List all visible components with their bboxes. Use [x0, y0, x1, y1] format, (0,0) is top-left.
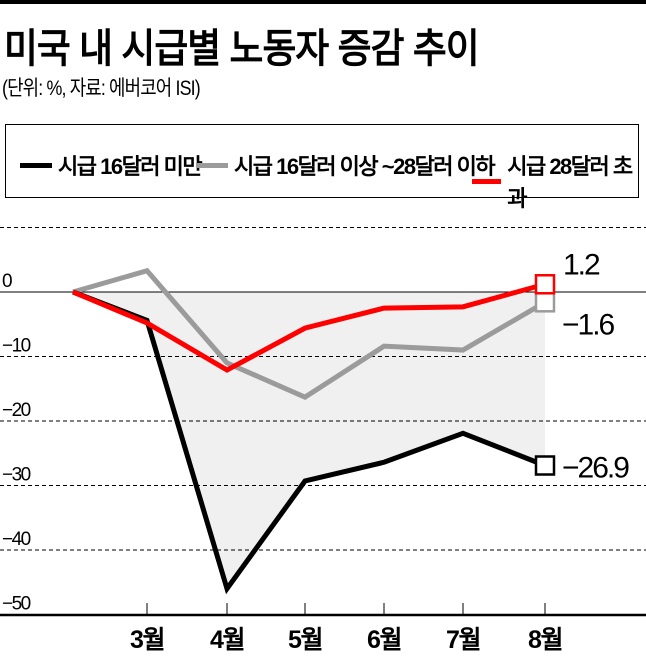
chart-title: 미국 내 시급별 노동자 증감 추이 [4, 27, 480, 71]
y-tick-label: −20 [2, 400, 31, 421]
chart-subtitle: (단위: %, 자료: 에버코어 ISI) [2, 77, 201, 100]
y-tick-label: 0 [2, 271, 12, 292]
legend-item-16-to-28: 시급 16달러 이상 ~28달러 이하 [196, 149, 496, 181]
y-tick-label: −10 [2, 336, 31, 357]
x-tick-label: 7월 [446, 626, 480, 654]
x-tick-label: 6월 [367, 626, 401, 654]
legend-swatch [20, 162, 52, 168]
x-tick-label: 4월 [210, 626, 244, 654]
legend: 시급 16달러 미만 시급 16달러 이상 ~28달러 이하 시급 28달러 초… [5, 124, 639, 211]
x-tick-label: 8월 [528, 626, 562, 654]
x-tick-label: 5월 [288, 626, 322, 654]
shaded-area [73, 292, 545, 589]
y-tick-label: −30 [2, 465, 31, 486]
end-marker [534, 274, 556, 295]
end-value-label: −26.9 [562, 452, 629, 485]
legend-item-over-28: 시급 28달러 초과 [472, 149, 638, 213]
end-value-label: −1.6 [562, 308, 615, 341]
x-tick-label: 3월 [130, 626, 164, 654]
legend-swatch [196, 162, 228, 168]
y-tick-label: −40 [2, 529, 31, 550]
series-line [72, 267, 547, 400]
legend-swatch [472, 178, 502, 184]
end-marker [534, 292, 556, 313]
legend-label: 시급 16달러 이상 ~28달러 이하 [234, 154, 496, 179]
top-rule [0, 0, 646, 4]
series-line [72, 281, 546, 373]
legend-item-under-16: 시급 16달러 미만 [20, 149, 203, 181]
legend-label: 시급 16달러 미만 [58, 154, 203, 179]
end-value-label: 1.2 [563, 248, 600, 281]
y-tick-label: −50 [2, 594, 31, 615]
end-marker [534, 455, 556, 476]
legend-label: 시급 28달러 초과 [507, 154, 633, 211]
